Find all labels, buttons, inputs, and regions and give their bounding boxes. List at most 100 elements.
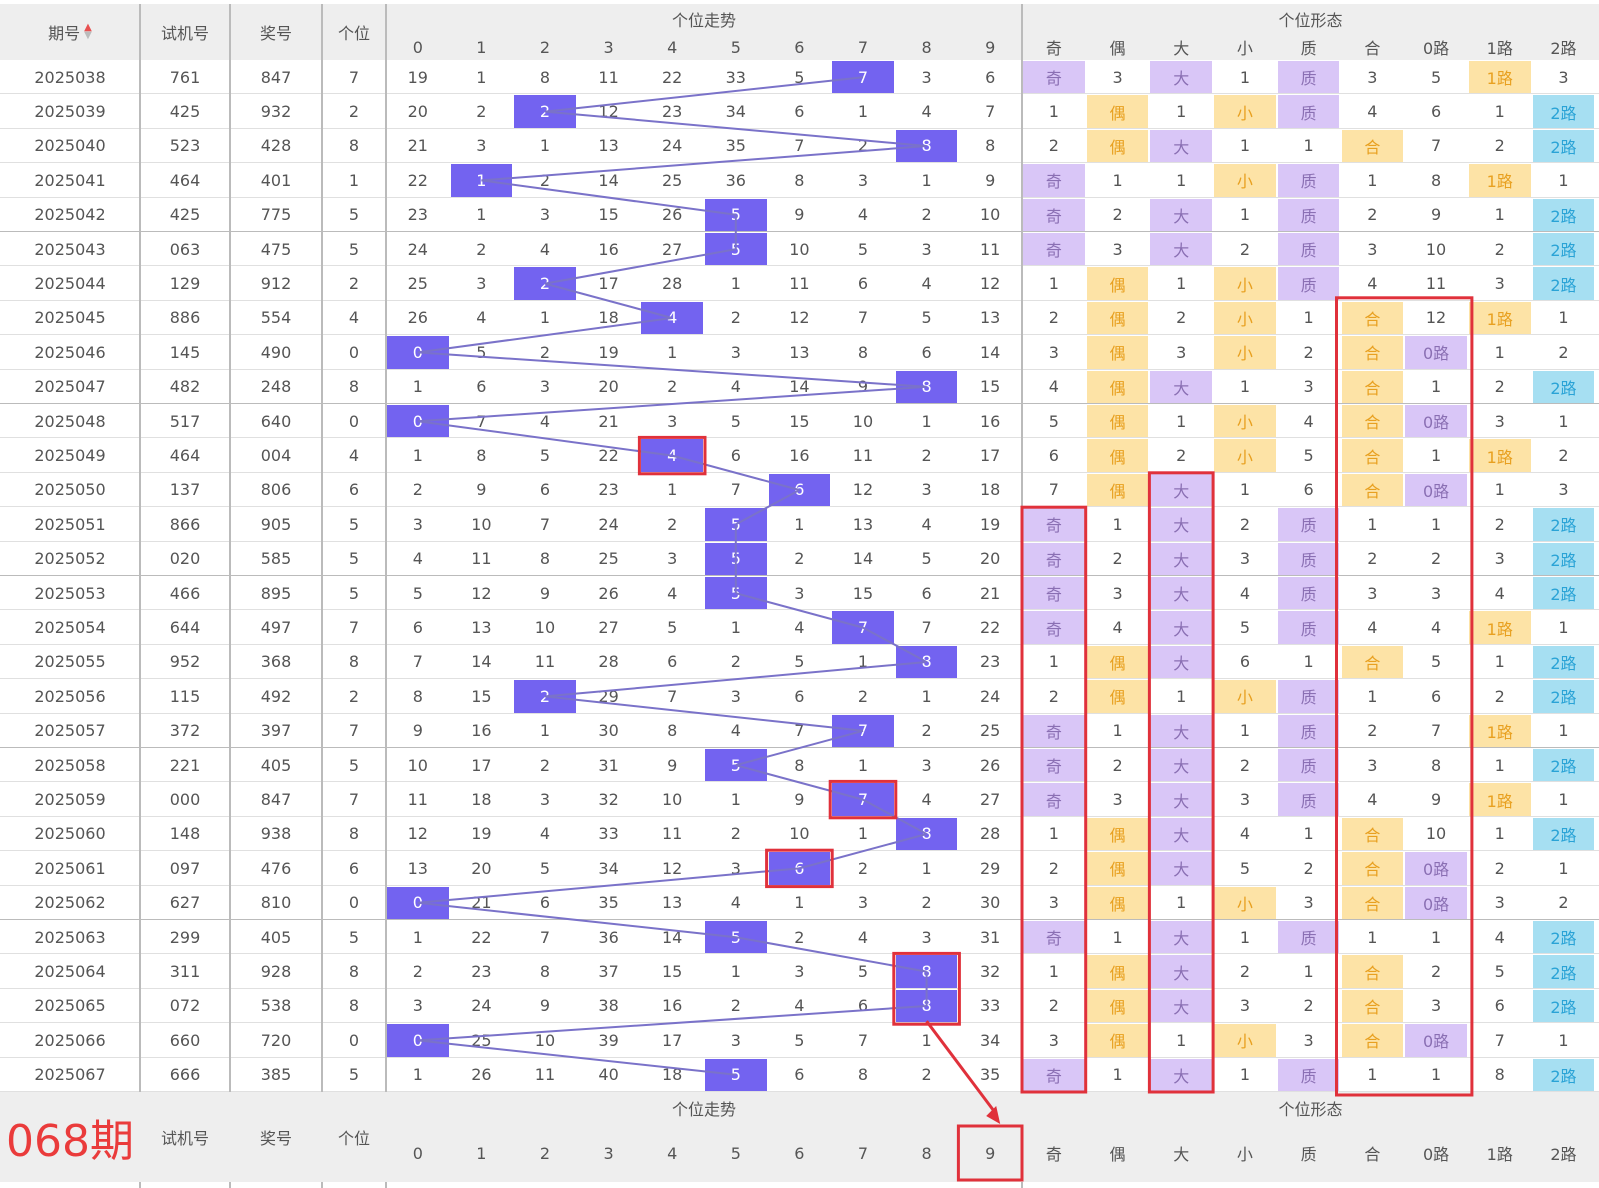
test-number: 952	[169, 652, 201, 672]
miss-count: 11	[598, 67, 619, 87]
form-value: 2	[1239, 962, 1251, 982]
trend-ball: 0	[387, 405, 449, 438]
miss-count: 4	[921, 102, 932, 122]
miss-count: 15	[789, 411, 810, 431]
draw-number: 476	[260, 858, 292, 878]
miss-count: 8	[539, 549, 551, 569]
miss-count: 2	[539, 170, 551, 190]
miss-count: 18	[662, 1065, 683, 1085]
miss-count: 8	[985, 136, 996, 156]
unit-digit: 1	[348, 170, 360, 190]
miss-count: 2	[921, 1065, 932, 1085]
miss-count: 3	[730, 342, 741, 362]
test-number: 866	[169, 514, 201, 534]
draw-number: 490	[260, 342, 292, 362]
form-value: 3	[1048, 893, 1059, 913]
miss-count: 4	[667, 583, 678, 603]
miss-count: 20	[980, 549, 1001, 569]
miss-count: 5	[412, 583, 423, 603]
miss-count: 37	[598, 962, 619, 982]
form-value: 小	[1214, 95, 1276, 128]
miss-count: 9	[857, 377, 869, 397]
form-value: 4	[1367, 790, 1378, 810]
miss-count: 3	[539, 377, 551, 397]
miss-count: 4	[730, 377, 741, 397]
test-number: 097	[169, 858, 201, 878]
form-col-header: 偶	[1085, 34, 1150, 60]
issue-number: 2025065	[34, 996, 106, 1016]
issue-number: 2025064	[34, 962, 106, 982]
footer-form-col: 合	[1340, 1124, 1405, 1182]
footer-form-col: 质	[1276, 1124, 1341, 1182]
unit-digit: 6	[348, 858, 360, 878]
miss-count: 22	[662, 67, 683, 87]
miss-count: 16	[789, 446, 810, 466]
form-value: 小	[1214, 439, 1276, 472]
form-value: 大	[1150, 198, 1213, 231]
sort-arrow-icon[interactable]: ▲ ▼	[84, 22, 92, 41]
form-col-header: 小	[1213, 34, 1277, 60]
row-divider	[0, 1056, 1599, 1058]
miss-count: 16	[598, 239, 619, 259]
unit-digit: 0	[348, 1030, 360, 1050]
test-number: 466	[169, 583, 201, 603]
form-value: 合	[1341, 405, 1404, 438]
footer-form-col: 偶	[1085, 1124, 1150, 1182]
row-divider	[0, 643, 1599, 645]
form-value: 质	[1277, 1058, 1340, 1091]
issue-number: 2025039	[34, 102, 106, 122]
form-value: 2路	[1532, 680, 1595, 713]
footer-form-col: 2路	[1531, 1124, 1596, 1182]
trend-ball: 7	[832, 783, 894, 816]
form-value: 奇	[1023, 749, 1085, 782]
miss-count: 1	[921, 858, 932, 878]
form-value: 1	[1367, 927, 1378, 947]
form-value: 11	[1425, 274, 1447, 294]
form-value: 2	[1048, 686, 1059, 706]
form-value: 质	[1277, 611, 1340, 644]
form-value: 2路	[1532, 645, 1595, 679]
test-number: 129	[169, 274, 201, 294]
issue-header[interactable]: 期号 ▲ ▼	[0, 4, 140, 60]
miss-count: 6	[794, 1065, 805, 1085]
form-value: 1	[1430, 446, 1442, 466]
form-value: 3	[1558, 67, 1569, 87]
trend-ball: 1	[450, 164, 513, 197]
miss-count: 12	[598, 102, 619, 122]
miss-count: 1	[857, 755, 869, 775]
miss-count: 15	[471, 686, 492, 706]
form-value: 小	[1214, 336, 1276, 369]
issue-number: 2025060	[34, 824, 106, 844]
unit-digit: 0	[348, 342, 360, 362]
miss-count: 1	[667, 480, 678, 500]
miss-count: 22	[980, 618, 1001, 638]
miss-count: 21	[471, 893, 492, 913]
miss-count: 4	[857, 927, 869, 947]
form-value: 8	[1494, 1065, 1505, 1085]
miss-count: 1	[730, 790, 741, 810]
row-divider	[0, 334, 1599, 336]
miss-count: 24	[980, 686, 1001, 706]
miss-count: 11	[534, 1065, 556, 1085]
form-value: 质	[1277, 783, 1340, 816]
miss-count: 1	[730, 274, 741, 294]
issue-number: 2025050	[34, 480, 106, 500]
footer-form-col: 1路	[1467, 1124, 1532, 1182]
form-col-header: 质	[1276, 34, 1341, 60]
test-number: 666	[169, 1065, 201, 1085]
form-value: 奇	[1023, 198, 1085, 231]
form-value: 偶	[1086, 301, 1149, 335]
form-value: 2路	[1532, 577, 1595, 610]
unit-digit: 2	[348, 274, 360, 294]
miss-count: 11	[407, 790, 428, 810]
miss-count: 1	[794, 514, 805, 534]
form-value: 2路	[1532, 198, 1595, 231]
form-value: 奇	[1023, 508, 1085, 541]
miss-count: 1	[412, 1065, 423, 1085]
form-value: 1路	[1468, 783, 1531, 816]
form-value: 大	[1150, 129, 1213, 163]
form-value: 小	[1214, 267, 1276, 300]
draw-number: 475	[260, 239, 292, 259]
form-col-header: 大	[1149, 34, 1214, 60]
form-value: 6	[1494, 996, 1505, 1016]
